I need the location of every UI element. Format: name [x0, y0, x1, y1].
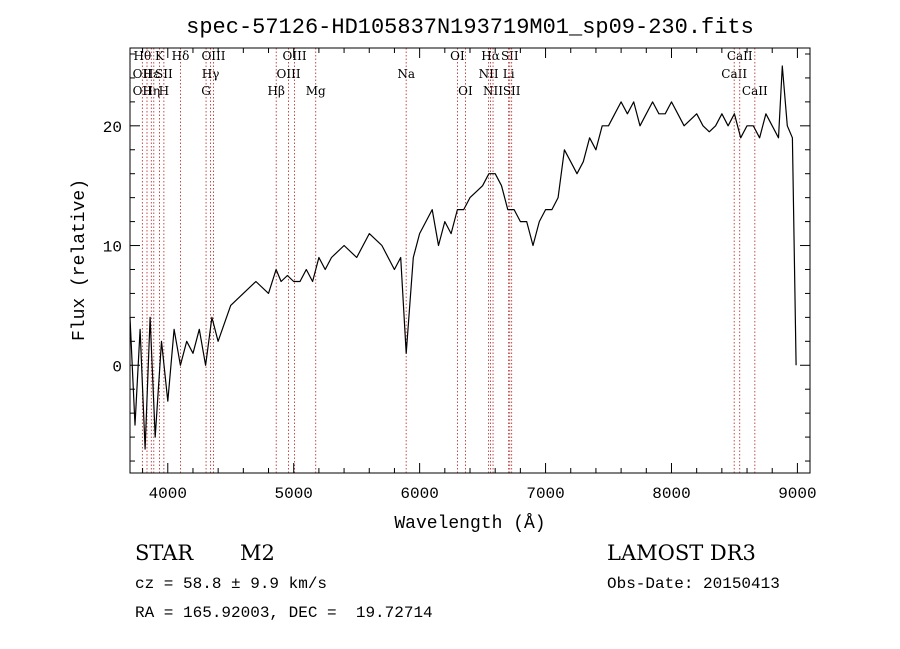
series-layer: [129, 65, 797, 450]
line-label: CaII: [727, 49, 753, 63]
y-axis-label: Flux (relative): [70, 179, 90, 341]
spectral-lines-layer: HθOIIOIIHεHηKSIIHHδGHγOIIIHβOIIIOIIIMgNa…: [133, 48, 768, 473]
plot-frame: [129, 47, 811, 474]
line-label: CaII: [742, 84, 768, 98]
redshift-readout: cz = 58.8 ± 9.9 km/s: [135, 575, 328, 593]
line-label: Hα: [481, 49, 500, 63]
line-label: Li: [503, 67, 515, 81]
coordinates: RA = 165.92003, DEC = 19.72714: [135, 604, 433, 622]
x-tick-label: 6000: [400, 485, 438, 503]
y-tick-label: 20: [103, 119, 122, 137]
line-label: K: [155, 49, 165, 63]
line-label: Na: [397, 67, 415, 81]
line-label: Hη: [142, 84, 160, 98]
line-label: SII: [503, 84, 521, 98]
line-label: OI: [450, 49, 465, 63]
line-label: Hβ: [267, 84, 284, 98]
line-label: Hε: [143, 67, 160, 81]
x-tick-label: 7000: [526, 485, 564, 503]
line-label: OIII: [201, 49, 225, 63]
line-label: Hγ: [202, 67, 220, 81]
line-label: G: [201, 84, 211, 98]
x-tick-label: 4000: [149, 485, 187, 503]
line-label: Mg: [306, 84, 326, 98]
series-line-spectrum: [129, 65, 797, 450]
object-class: STAR: [135, 541, 194, 565]
line-label: NII: [479, 67, 499, 81]
y-tick-label: 10: [103, 239, 122, 257]
x-tick-label: 5000: [275, 485, 313, 503]
y-tick-label: 0: [112, 358, 122, 376]
line-label: SII: [501, 49, 519, 63]
line-label: OIII: [277, 67, 301, 81]
line-label: OIII: [283, 49, 307, 63]
chart-title: spec-57126-HD105837N193719M01_sp09-230.f…: [186, 15, 754, 40]
axes-layer: 4000 5000 6000 7000 8000 9000 0 10 20: [103, 47, 817, 503]
survey-name: LAMOST DR3: [607, 541, 756, 565]
line-label: NII: [483, 84, 503, 98]
line-label: CaII: [721, 67, 747, 81]
object-subclass: M2: [240, 541, 275, 565]
x-tick-label: 9000: [778, 485, 816, 503]
x-tick-label: 8000: [652, 485, 690, 503]
obs-date: Obs-Date: 20150413: [607, 575, 780, 593]
line-label: SII: [155, 67, 173, 81]
line-label: OI: [458, 84, 473, 98]
line-label: Hδ: [172, 49, 190, 63]
x-axis-label: Wavelength (Å): [394, 513, 545, 534]
line-label: H: [159, 84, 169, 98]
